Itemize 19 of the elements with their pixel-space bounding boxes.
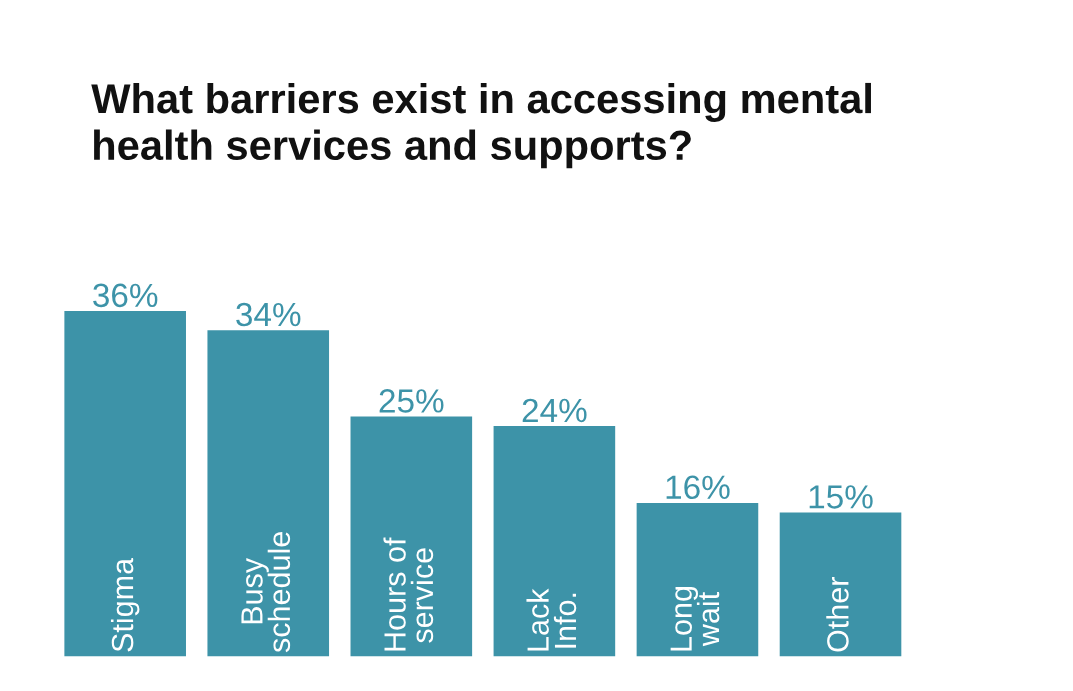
bar: [636, 502, 759, 657]
x-tick-label: Other: [826, 577, 849, 652]
x-tick-label: Stigma: [110, 557, 140, 652]
x-tick-label: Lack Info.: [526, 588, 577, 651]
bar: [64, 310, 186, 657]
bar: [350, 416, 473, 657]
data-label: 24%: [522, 398, 587, 423]
x-tick-label: Hours of service: [383, 537, 434, 651]
data-label: 36%: [93, 283, 158, 308]
data-label: 15%: [809, 485, 873, 509]
bar: [493, 426, 616, 657]
bar: [207, 330, 330, 657]
data-label: 25%: [379, 389, 444, 413]
data-label: 16%: [666, 475, 730, 500]
x-tick-label: Busy schedule: [241, 532, 291, 653]
bar: [779, 512, 902, 657]
x-tick-label: Long wait: [670, 586, 720, 651]
chart-title: What barriers exist in accessing mental health services and supports?: [91, 82, 871, 169]
data-label: 34%: [236, 302, 301, 327]
